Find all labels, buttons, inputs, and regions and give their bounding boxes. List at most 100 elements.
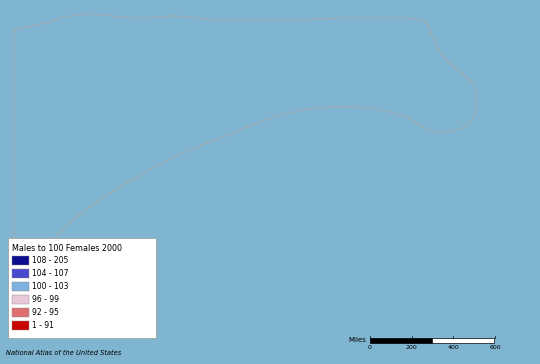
Bar bbox=[134, 94, 140, 100]
Bar bbox=[185, 142, 191, 148]
Bar bbox=[139, 25, 145, 30]
Bar bbox=[299, 41, 305, 46]
Bar bbox=[99, 73, 105, 79]
Bar bbox=[453, 110, 459, 116]
Bar bbox=[350, 62, 356, 68]
Bar bbox=[345, 78, 350, 84]
Bar bbox=[293, 41, 299, 46]
Bar bbox=[14, 238, 20, 244]
Bar bbox=[19, 137, 26, 143]
Bar bbox=[197, 121, 202, 127]
Bar bbox=[253, 41, 259, 46]
Bar bbox=[111, 180, 117, 185]
Bar bbox=[259, 35, 265, 41]
Bar bbox=[65, 190, 71, 196]
Bar bbox=[14, 254, 20, 260]
Bar bbox=[83, 78, 89, 84]
Bar bbox=[288, 25, 294, 30]
Bar bbox=[145, 126, 151, 132]
Bar bbox=[197, 89, 202, 95]
Bar bbox=[339, 35, 345, 41]
Bar bbox=[362, 105, 368, 111]
Bar bbox=[25, 233, 31, 239]
Bar bbox=[197, 115, 202, 121]
Bar bbox=[327, 41, 334, 46]
Bar bbox=[191, 78, 197, 84]
Bar bbox=[208, 51, 214, 57]
Bar bbox=[71, 212, 77, 217]
Bar bbox=[402, 62, 408, 68]
Bar bbox=[179, 73, 185, 79]
Bar bbox=[145, 35, 151, 41]
Bar bbox=[25, 180, 31, 185]
Bar bbox=[77, 164, 83, 169]
Bar bbox=[71, 46, 77, 52]
Bar bbox=[447, 110, 453, 116]
Bar bbox=[276, 30, 282, 36]
Bar bbox=[271, 19, 276, 25]
Bar bbox=[288, 94, 294, 100]
Bar bbox=[367, 105, 373, 111]
Bar bbox=[151, 115, 157, 121]
Bar bbox=[14, 73, 20, 79]
Bar bbox=[77, 51, 83, 57]
Bar bbox=[418, 19, 424, 25]
Bar bbox=[424, 51, 430, 57]
Bar bbox=[14, 142, 20, 148]
Bar bbox=[43, 201, 49, 207]
Bar bbox=[14, 201, 20, 207]
Bar bbox=[322, 19, 328, 25]
Bar bbox=[157, 62, 163, 68]
Bar bbox=[418, 67, 424, 73]
Bar bbox=[83, 62, 89, 68]
Bar bbox=[134, 19, 140, 25]
Bar bbox=[458, 105, 464, 111]
Bar bbox=[242, 41, 248, 46]
Bar bbox=[14, 99, 20, 105]
Bar bbox=[464, 110, 470, 116]
Bar bbox=[390, 46, 396, 52]
Bar bbox=[59, 57, 65, 62]
Bar bbox=[407, 105, 413, 111]
Bar bbox=[237, 57, 242, 62]
Bar bbox=[37, 35, 43, 41]
Bar bbox=[453, 78, 459, 84]
Bar bbox=[208, 57, 214, 62]
Bar bbox=[453, 89, 459, 95]
Bar bbox=[379, 94, 385, 100]
Bar bbox=[242, 67, 248, 73]
Bar bbox=[242, 35, 248, 41]
Bar bbox=[322, 35, 328, 41]
Bar bbox=[105, 19, 111, 25]
Bar bbox=[25, 105, 31, 111]
Bar bbox=[19, 62, 26, 68]
Bar bbox=[173, 35, 180, 41]
Bar bbox=[111, 132, 117, 137]
Bar bbox=[339, 73, 345, 79]
Bar bbox=[384, 35, 390, 41]
Bar bbox=[25, 115, 31, 121]
Bar bbox=[117, 73, 123, 79]
Bar bbox=[94, 115, 100, 121]
Bar bbox=[231, 46, 237, 52]
Bar bbox=[231, 121, 237, 127]
Bar bbox=[117, 164, 123, 169]
Bar bbox=[25, 126, 31, 132]
Bar bbox=[145, 158, 151, 164]
Bar bbox=[225, 51, 231, 57]
Bar bbox=[253, 30, 259, 36]
Bar bbox=[19, 185, 26, 191]
Bar bbox=[197, 132, 202, 137]
Bar bbox=[288, 83, 294, 89]
Bar bbox=[71, 89, 77, 95]
Bar bbox=[225, 35, 231, 41]
Bar bbox=[122, 19, 129, 25]
Bar bbox=[396, 19, 402, 25]
Bar bbox=[327, 25, 334, 30]
Bar bbox=[151, 137, 157, 143]
Bar bbox=[14, 105, 20, 111]
Bar bbox=[151, 67, 157, 73]
Bar bbox=[390, 105, 396, 111]
Bar bbox=[253, 78, 259, 84]
Bar bbox=[168, 126, 174, 132]
